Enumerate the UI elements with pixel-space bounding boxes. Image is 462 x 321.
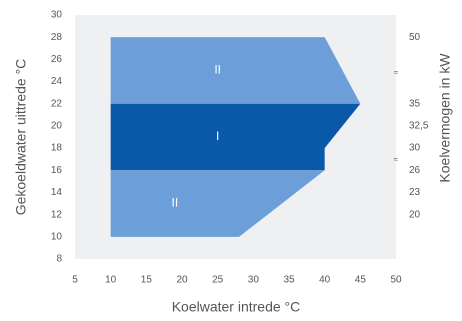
y2-tick-label: 26 — [409, 165, 421, 176]
x-tick-label: 50 — [390, 275, 402, 286]
y2-tick-label: 20 — [409, 209, 421, 220]
region-label: I — [216, 129, 219, 143]
y2-axis-title: Koelvermogen in kW — [437, 53, 453, 183]
y2-tick-label: 23 — [409, 187, 421, 198]
y-tick-label: 22 — [51, 98, 63, 109]
y2-tick-label: 30 — [409, 143, 421, 154]
x-tick-label: 35 — [283, 275, 295, 286]
y-tick-label: 18 — [51, 143, 63, 154]
x-tick-label: 10 — [105, 275, 117, 286]
region-label: II — [214, 63, 221, 77]
y-tick-label: 8 — [56, 254, 62, 265]
y-tick-label: 28 — [51, 32, 63, 43]
x-tick-label: 5 — [72, 275, 78, 286]
y-tick-label: 10 — [51, 231, 63, 242]
x-tick-label: 45 — [355, 275, 367, 286]
y2-tick-label: 50 — [409, 32, 421, 43]
region — [110, 170, 325, 237]
axis-break: ≈ — [394, 68, 399, 77]
x-tick-label: 30 — [248, 275, 260, 286]
y-tick-label: 14 — [51, 187, 63, 198]
x-tick-label: 20 — [176, 275, 188, 286]
x-axis-title: Koelwater intrede °C — [172, 299, 301, 315]
region-label: II — [172, 196, 179, 210]
axis-break: ≈ — [394, 155, 399, 164]
region — [110, 103, 361, 171]
y-axis-title: Gekoeldwater uittrede °C — [13, 59, 29, 216]
y2-tick-label: 35 — [409, 98, 421, 109]
x-tick-label: 15 — [141, 275, 153, 286]
region — [110, 37, 361, 104]
y-tick-label: 30 — [51, 10, 63, 21]
y2-tick-label: 32,5 — [409, 121, 429, 132]
y-tick-label: 16 — [51, 165, 63, 176]
y-tick-label: 26 — [51, 54, 63, 65]
y-tick-label: 20 — [51, 121, 63, 132]
x-tick-label: 25 — [212, 275, 224, 286]
y-tick-label: 24 — [51, 76, 63, 87]
x-tick-label: 40 — [319, 275, 331, 286]
y-tick-label: 12 — [51, 209, 63, 220]
